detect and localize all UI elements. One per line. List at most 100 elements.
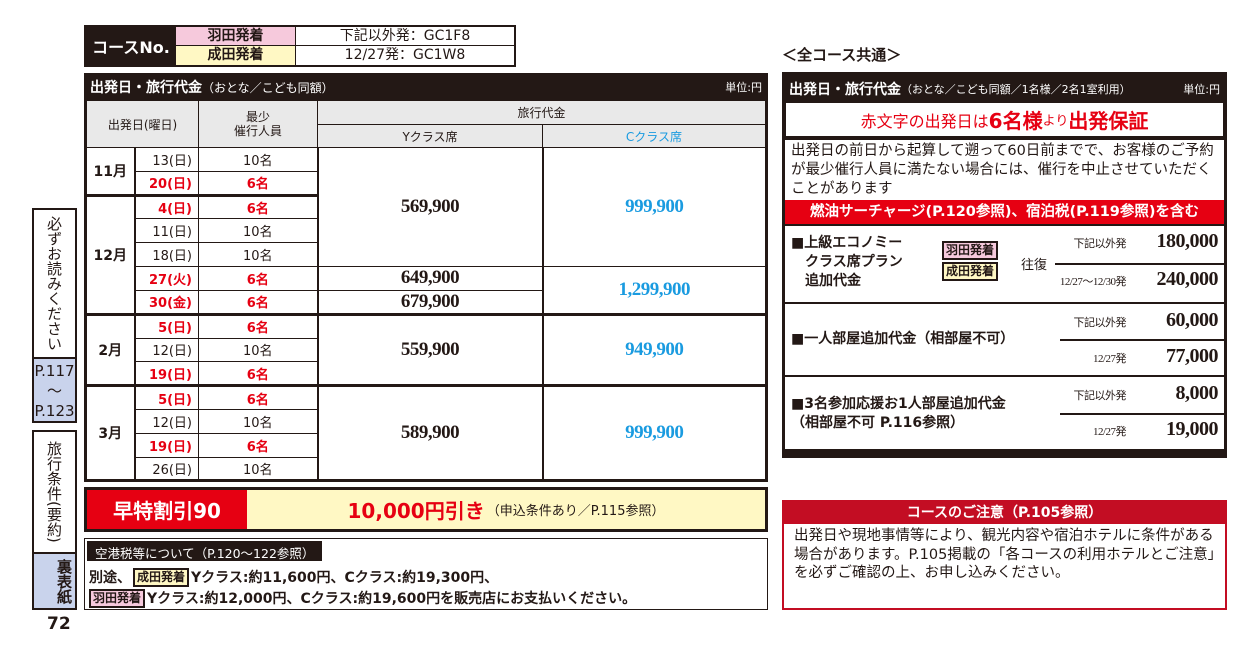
min-participants: 10名 xyxy=(198,337,318,363)
airport-tax-header: 空港税等について（P.120〜122参照） xyxy=(87,541,323,561)
min-participants: 6名 xyxy=(198,361,318,387)
caution-text: 出発日や現地事情等により、観光内容や宿泊ホテルに条件がある場合があります。P.1… xyxy=(794,528,1215,581)
guarantee-count: 6名様 xyxy=(988,109,1043,133)
header-c-class: Cクラス席 xyxy=(542,124,767,148)
price-value: 77,000 xyxy=(1166,345,1219,367)
table-row: 20(日) 6名 xyxy=(86,170,767,196)
c-class-price: 1,299,900 xyxy=(541,265,767,315)
departure-date: 11(日) xyxy=(134,218,199,244)
course-code-haneda: 下記以外発：GC1F8 xyxy=(339,28,471,44)
haneda-tag: 羽田発着 xyxy=(942,241,999,260)
course-number-box: コースNo. 羽田発着 下記以外発：GC1F8 成田発着 12/27発：GC1W8 xyxy=(84,25,516,67)
tax-narita-text: Yクラス:約11,600円、Cクラス:約19,300円、 xyxy=(191,570,499,586)
departure-date: 5(日) xyxy=(134,312,199,339)
min-participants: 6名 xyxy=(198,289,318,315)
course-caution-box: コースのご注意（P.105参照） 出発日や現地事情等により、観光内容や宿泊ホテル… xyxy=(782,500,1227,610)
table-row: 12(日) 10名 xyxy=(86,337,767,363)
y-class-price: 559,900 xyxy=(316,312,543,387)
price-label: 下記以外発 xyxy=(1073,317,1127,329)
table-row: 26(日) 10名 xyxy=(86,456,767,482)
fuel-surcharge-banner: 燃油サーチャージ(P.120参照)、宿泊税(P.119参照)を含む xyxy=(785,200,1224,224)
narita-departure-label: 成田発着 xyxy=(176,46,296,65)
c-class-price: 949,900 xyxy=(541,312,767,387)
unit-label: 単位:円 xyxy=(725,81,762,94)
price-value: 240,000 xyxy=(1156,268,1219,290)
departure-date: 27(火) xyxy=(134,265,199,291)
side-tab-travel-conditions[interactable]: 旅行条件(要約) 裏表紙 xyxy=(32,430,77,610)
course-number-label: コースNo. xyxy=(86,27,176,65)
min-participants: 6名 xyxy=(198,265,318,291)
haneda-tag: 羽田発着 xyxy=(89,588,146,608)
table-row: 19(日) 6名 xyxy=(86,432,767,458)
min-participants: 6名 xyxy=(198,193,318,220)
discount-note: （申込条件あり／P.115参照） xyxy=(486,504,665,519)
y-class-price: 589,900 xyxy=(316,384,543,482)
upgrade-title: ■上級エコノミー クラス席プラン 追加代金 xyxy=(791,235,903,289)
price-value: 180,000 xyxy=(1156,230,1219,252)
departure-date: 4(日) xyxy=(134,193,199,220)
min-participants: 6名 xyxy=(198,384,318,410)
departure-date: 12(日) xyxy=(134,337,199,363)
month-cell: 3月 xyxy=(85,384,136,482)
common-title-note: （おとな／こども同額／1名様／2名1室利用） xyxy=(901,82,1131,96)
header-min-participants: 最少 催行人員 xyxy=(198,100,318,148)
min-participants: 10名 xyxy=(198,218,318,244)
common-unit: 単位:円 xyxy=(1183,82,1220,96)
table-row: 19(日) 6名 xyxy=(86,361,767,387)
table-row: 30(金) 6名 679,900 xyxy=(86,289,767,315)
main-title: 出発日・旅行代金 xyxy=(90,80,202,96)
side-tab-must-read-text: 必ずお読みください xyxy=(45,216,63,351)
month-cell: 11月 xyxy=(85,147,136,196)
guarantee-label: 出発保証 xyxy=(1068,109,1149,133)
departure-date: 26(日) xyxy=(134,456,199,482)
min-participants: 10名 xyxy=(198,242,318,267)
side-tab-conditions-text: 旅行条件(要約) xyxy=(45,441,63,543)
min-participants: 10名 xyxy=(198,147,318,172)
price-label: 下記以外発 xyxy=(1073,238,1127,250)
price-value: 8,000 xyxy=(1175,382,1219,404)
c-class-price: 999,900 xyxy=(541,384,767,482)
common-price-box: 出発日・旅行代金 （おとな／こども同額／1名様／2名1室利用） 単位:円 赤文字の… xyxy=(782,72,1227,458)
tax-haneda-text: Yクラス:約12,000円、Cクラス:約19,600円を販売店にお支払いください… xyxy=(147,591,637,607)
common-title: 出発日・旅行代金 xyxy=(789,81,901,98)
support-room-section: ■3名参加応援お1人部屋追加代金 （相部屋不可 P.116参照） 下記以外発 8,… xyxy=(785,375,1224,449)
table-row: 18(日) 10名 xyxy=(86,242,767,267)
price-value: 60,000 xyxy=(1166,309,1219,331)
price-label: 12/27発 xyxy=(1092,426,1127,438)
main-table-header: 出発日・旅行代金 （おとな／こども同額） 単位:円 xyxy=(84,73,768,101)
tax-prefix: 別途、 xyxy=(89,570,131,586)
departure-date: 18(日) xyxy=(134,242,199,267)
departure-date: 13(日) xyxy=(134,147,199,172)
y-class-price: 679,900 xyxy=(316,289,543,315)
departure-date: 20(日) xyxy=(134,170,199,196)
cancellation-note: 出発日の前日から起算して遡って60日前までで、お客様のご予約が最少催行人員に満た… xyxy=(785,140,1224,200)
table-row: 3月 5(日) 6名 589,900 999,900 xyxy=(85,384,767,482)
table-row: 27(火) 6名 649,900 1,299,900 xyxy=(86,265,767,315)
upgrade-section: ■上級エコノミー クラス席プラン 追加代金 羽田発着 成田発着 往復 下記以外発… xyxy=(785,224,1224,302)
min-participants: 6名 xyxy=(198,312,318,339)
single-room-section: ■一人部屋追加代金（相部屋不可） 下記以外発 60,000 12/27発 77,00… xyxy=(785,302,1224,375)
min-participants: 10名 xyxy=(198,456,318,482)
guarantee-mid: より xyxy=(1042,114,1069,129)
narita-tag: 成田発着 xyxy=(133,567,190,587)
side-tab-back-cover: 裏表紙 xyxy=(34,552,75,608)
page-number: 72 xyxy=(47,614,71,634)
header-y-class: Yクラス席 xyxy=(317,124,543,148)
narita-tag: 成田発着 xyxy=(942,262,999,281)
discount-amount: 10,000円引き xyxy=(347,499,485,523)
y-class-price: 569,900 xyxy=(316,147,543,267)
side-tab-must-read[interactable]: 必ずお読みください P.117 〜 P.123 xyxy=(32,208,77,423)
departure-date: 12(日) xyxy=(134,408,199,434)
early-discount-label: 早特割引90 xyxy=(87,490,247,529)
departure-date: 5(日) xyxy=(134,384,199,410)
single-room-title: ■一人部屋追加代金（相部屋不可） xyxy=(791,331,1015,347)
departure-date: 19(日) xyxy=(134,432,199,458)
price-value: 19,000 xyxy=(1166,418,1219,440)
month-cell: 2月 xyxy=(85,312,136,387)
table-row: 11(日) 10名 xyxy=(86,218,767,244)
support-room-title: ■3名参加応援お1人部屋追加代金 （相部屋不可 P.116参照） xyxy=(791,396,1006,431)
price-label: 下記以外発 xyxy=(1073,390,1127,402)
y-class-price: 649,900 xyxy=(316,265,543,291)
main-title-note: （おとな／こども同額） xyxy=(202,80,334,95)
table-row: 11月 13(日) 10名 569,900 999,900 xyxy=(85,147,767,267)
